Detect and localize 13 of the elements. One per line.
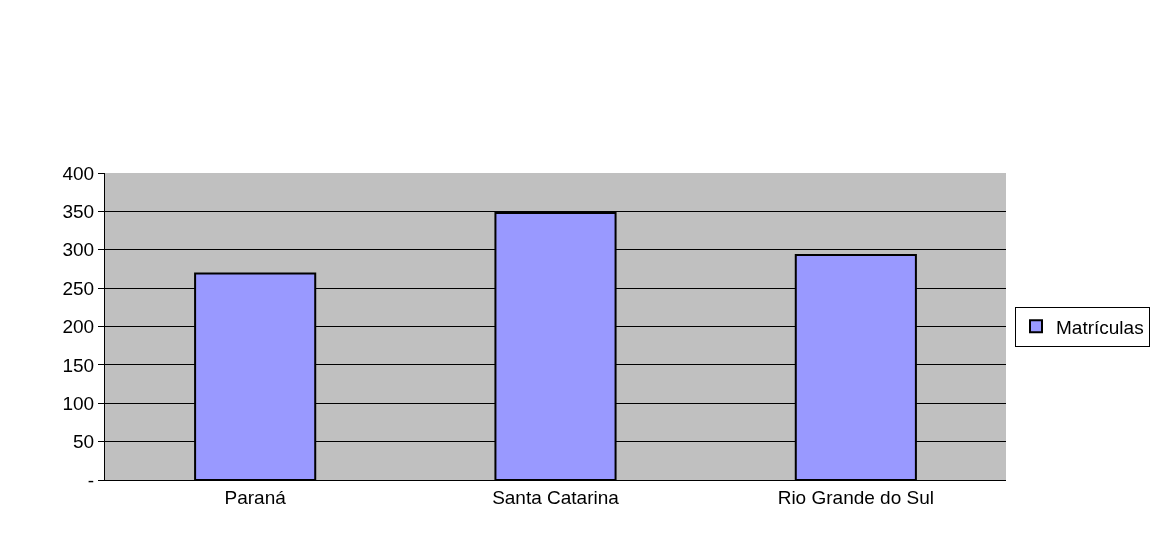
y-tick-label: 50 (73, 431, 95, 453)
y-tick-label: 200 (62, 316, 95, 338)
y-tick-label: 100 (62, 392, 95, 414)
y-tick-label: - (87, 469, 95, 491)
x-tick-label: Paraná (224, 486, 287, 508)
y-tick-label: 400 (62, 162, 95, 184)
x-tick-label: Rio Grande do Sul (777, 486, 934, 508)
y-tick-label: 150 (62, 354, 95, 376)
y-tick-label: 350 (62, 201, 95, 223)
legend-label: Matrículas (1056, 316, 1144, 338)
y-tick-label: 250 (62, 277, 95, 299)
y-tick-label: 300 (62, 239, 95, 261)
x-tick-label: Santa Catarina (492, 486, 620, 508)
